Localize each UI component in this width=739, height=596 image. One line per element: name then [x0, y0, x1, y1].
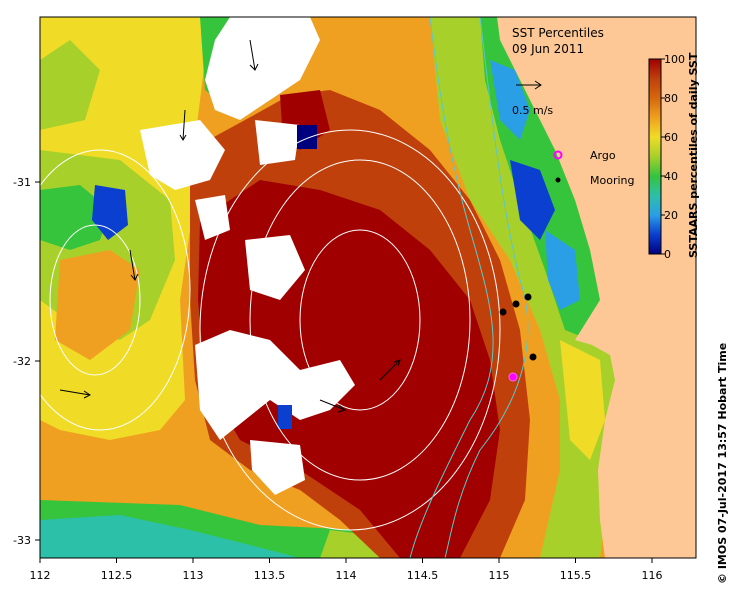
y-tick-label: -33 [13, 534, 31, 547]
x-tick-label: 112 [30, 569, 51, 582]
colorbar-tick-label: 20 [664, 209, 678, 222]
y-axis-ticks: -31 -32 -33 [13, 176, 40, 547]
x-tick-label: 115 [489, 569, 510, 582]
x-tick-label: 112.5 [101, 569, 133, 582]
mooring-marker [499, 308, 507, 316]
y-tick-label: -31 [13, 176, 31, 189]
x-tick-label: 114 [336, 569, 357, 582]
colorbar-tick-label: 100 [664, 53, 685, 66]
map-date: 09 Jun 2011 [512, 42, 584, 56]
x-tick-label: 115.5 [560, 569, 592, 582]
argo-marker [508, 372, 518, 382]
mooring-legend-icon [555, 177, 561, 183]
mooring-legend-label: Mooring [590, 174, 634, 187]
colorbar-tick-label: 40 [664, 170, 678, 183]
x-tick-label: 116 [642, 569, 663, 582]
x-tick-label: 113 [183, 569, 204, 582]
colorbar-ticks: 0 20 40 60 80 100 [661, 53, 685, 261]
sst-field [40, 17, 696, 558]
mooring-marker [512, 300, 520, 308]
argo-legend-label: Argo [590, 149, 616, 162]
argo-legend-icon [553, 150, 563, 160]
plot-frame [39, 16, 697, 559]
colorbar-tick-label: 0 [664, 248, 671, 261]
scale-arrow-icon [516, 80, 542, 90]
colorbar-tick-label: 80 [664, 92, 678, 105]
mooring-marker [529, 353, 537, 361]
imos-credit: © IMOS 07-Jul-2017 13:57 Hobart Time [716, 343, 729, 584]
mooring-markers [499, 293, 537, 361]
x-axis-ticks: 112 112.5 113 113.5 114 114.5 115 115.5 116 [30, 558, 663, 582]
x-tick-label: 113.5 [254, 569, 286, 582]
colorbar [648, 58, 662, 255]
mooring-marker [524, 293, 532, 301]
x-tick-label: 114.5 [407, 569, 439, 582]
colorbar-tick-label: 60 [664, 131, 678, 144]
scale-label: 0.5 m/s [512, 104, 553, 117]
y-tick-label: -32 [13, 355, 31, 368]
map-title: SST Percentiles [512, 26, 604, 40]
colorbar-label: SSTAARS percentiles of daily SST [687, 52, 700, 258]
